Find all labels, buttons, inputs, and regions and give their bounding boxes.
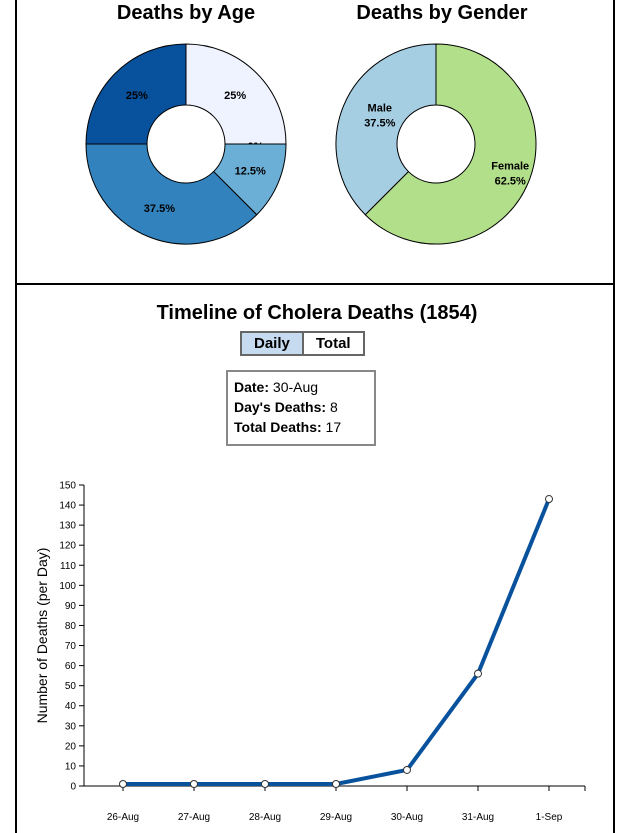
days-deaths-label: Day's Deaths:: [234, 399, 327, 415]
timeline-title: Timeline of Cholera Deaths (1854): [156, 302, 478, 324]
age-slice[interactable]: [185, 43, 287, 145]
gender-slice[interactable]: [335, 43, 437, 216]
gender-slice-pct: 37.5%: [364, 117, 395, 129]
total-button[interactable]: Total: [301, 333, 363, 354]
age-slice[interactable]: [85, 143, 258, 245]
timeline-panel: [15, 285, 615, 833]
age-slice-label: 25%: [224, 90, 246, 102]
date-label: Date:: [234, 379, 270, 395]
pie-panel: [15, 0, 615, 283]
age-slice-label: 12.5%: [235, 166, 266, 178]
date-value: 30-Aug: [272, 379, 319, 395]
gender-pie: Female 62.5% Male 37.5%: [335, 43, 537, 245]
panel-divider: [15, 283, 615, 285]
info-box: Date: 30-Aug Day's Deaths: 8 Total Death…: [226, 370, 376, 446]
days-deaths-value: 8: [329, 399, 338, 415]
total-deaths-value: 17: [325, 419, 342, 435]
age-chart-title: Deaths by Age: [116, 2, 256, 24]
daily-button[interactable]: Daily: [242, 333, 302, 354]
age-slice[interactable]: [85, 43, 187, 145]
gender-slice[interactable]: [364, 43, 537, 245]
gender-slice-label: Female: [491, 161, 529, 173]
gender-chart-title: Deaths by Gender: [356, 2, 528, 24]
total-deaths-label: Total Deaths:: [234, 419, 322, 435]
age-slice-label: 37.5%: [144, 203, 175, 215]
gender-slice-pct: 62.5%: [495, 176, 526, 188]
age-slice-label: 25%: [126, 90, 148, 102]
age-pie: 25%0%12.5%37.5%25%: [85, 43, 287, 245]
view-toggle: Daily Total: [240, 331, 365, 356]
gender-slice-label: Male: [368, 102, 392, 114]
